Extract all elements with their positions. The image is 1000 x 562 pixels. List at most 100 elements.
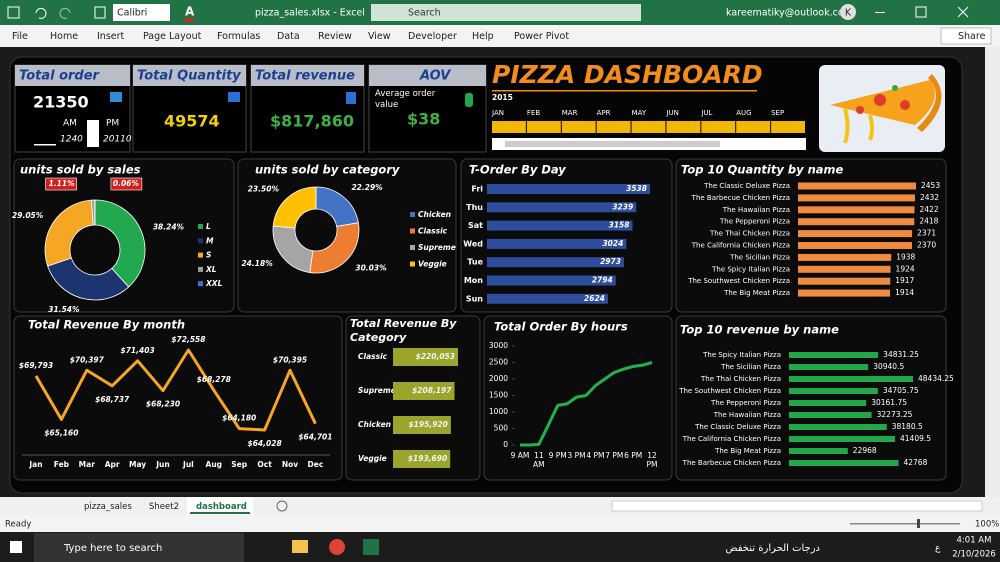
bar-label: The Spicy Italian Pizza [711,265,790,273]
search-box[interactable] [371,4,641,21]
data-label: $64,028 [248,439,282,448]
slicer-cell [736,121,771,133]
data-label: 30.03% [355,263,387,272]
add-sheet[interactable] [276,500,288,512]
legend-label: Supreme [418,243,456,252]
v-scrollbar[interactable] [985,47,1000,497]
bar [393,348,458,366]
legend-swatch [410,212,415,217]
data-label: 22968 [853,446,877,455]
bar-label: The Barbecue Chicken Pizza [691,194,790,202]
bar [798,265,891,273]
x-tick-label: Aug [206,460,223,469]
timeline-thumb[interactable] [505,141,720,147]
excel-icon[interactable] [363,539,379,555]
bar-label: Fri [471,185,483,194]
label-box [45,177,77,191]
data-label: $193,690 [408,454,447,463]
chart-title: Total Revenue By month [28,318,185,332]
data-label: $71,403 [121,346,155,355]
data-label: 3158 [609,221,630,230]
bar-label: The Sicilian Pizza [729,253,790,261]
data-label: $208,197 [412,386,452,395]
close[interactable] [957,6,969,18]
bar [487,220,633,231]
bar [798,253,892,261]
bar-label: The Big Meat Pizza [714,447,781,455]
font-box[interactable] [113,4,170,21]
data-label: $68,230 [146,400,180,409]
slicer-cell [666,121,701,133]
legend-label: Classic [418,227,448,236]
chart-title: units sold by category [255,163,400,177]
bar-label: The Pepperoni Pizza [710,399,781,407]
pizza-crust [917,74,942,132]
zoom-level: 100% [975,520,999,530]
zoom-slider[interactable] [850,523,960,525]
minimize[interactable] [875,12,885,13]
data-label: 1938 [896,252,915,261]
kpi-header [133,65,246,86]
data-label: 2794 [592,276,613,285]
chrome-icon[interactable] [329,539,345,555]
bar-label: The Big Meat Pizza [723,289,790,297]
data-label: $65,160 [44,428,78,437]
x-tick-label: Feb [54,460,70,469]
data-label: 41409.5 [900,434,931,443]
x-tick-label: Apr [105,460,120,469]
data-label: 2418 [919,217,938,226]
redo-icon[interactable] [59,7,71,19]
data-label: 48434.25 [918,374,954,383]
data-label: $68,737 [95,395,130,404]
bar-label: The Thai Chicken Pizza [709,230,790,238]
data-label: $195,920 [408,420,447,429]
slicer-cell [596,121,631,133]
slicer-cell [561,121,596,133]
bar-label: The Spicy Italian Pizza [702,351,781,359]
y-tick-label: 1500 [489,391,508,400]
kpi-cards: Total order 21350 AM 1240 PM 20110 Total… [14,64,487,153]
am-line [34,144,56,146]
kpi-label: Total order [19,69,101,84]
bar-label: Sat [468,221,483,230]
bar [798,230,913,238]
chart-title: Total Order By hours [494,320,628,334]
zoom-thumb[interactable] [917,519,920,528]
data-label: 38.24% [153,223,185,232]
share-button[interactable] [940,27,992,45]
data-label: 2370 [917,241,936,250]
format-icon[interactable] [94,6,106,19]
bar-label: The Southwest Chicken Pizza [687,277,790,285]
ribbon-tabs [0,25,1000,47]
x-tick-label: May [129,460,146,469]
qty-icon [228,92,240,102]
data-label: $70,397 [70,355,105,364]
x-tick-label: 9 AM [510,451,530,460]
data-label: $220,053 [416,352,455,361]
start-button[interactable] [10,541,22,553]
panel [13,315,343,481]
taskbar-search[interactable] [34,533,244,562]
bar-label: Wed [463,239,483,248]
legend-label: XXL [205,279,223,288]
h-scrollbar[interactable] [611,500,983,512]
data-label: 24.18% [241,259,273,268]
active-tab[interactable] [187,497,253,515]
menu-tab: Review [318,31,352,42]
bar [798,206,915,214]
pie-slice [94,199,146,288]
bar-label: Mon [464,276,483,285]
slicer-month: JUL [700,109,712,117]
bar [789,436,896,442]
explorer-icon[interactable] [292,540,308,553]
avatar[interactable] [840,4,856,20]
legend-swatch [198,266,203,272]
font-color-icon[interactable]: A [185,5,195,19]
legend-swatch [410,245,415,250]
maximize[interactable] [915,6,927,18]
kpi-label: Total Quantity [137,69,241,84]
bar [798,194,915,202]
undo-icon[interactable] [35,7,47,19]
data-label: 31.54% [48,305,80,314]
save-icon[interactable] [7,6,20,19]
